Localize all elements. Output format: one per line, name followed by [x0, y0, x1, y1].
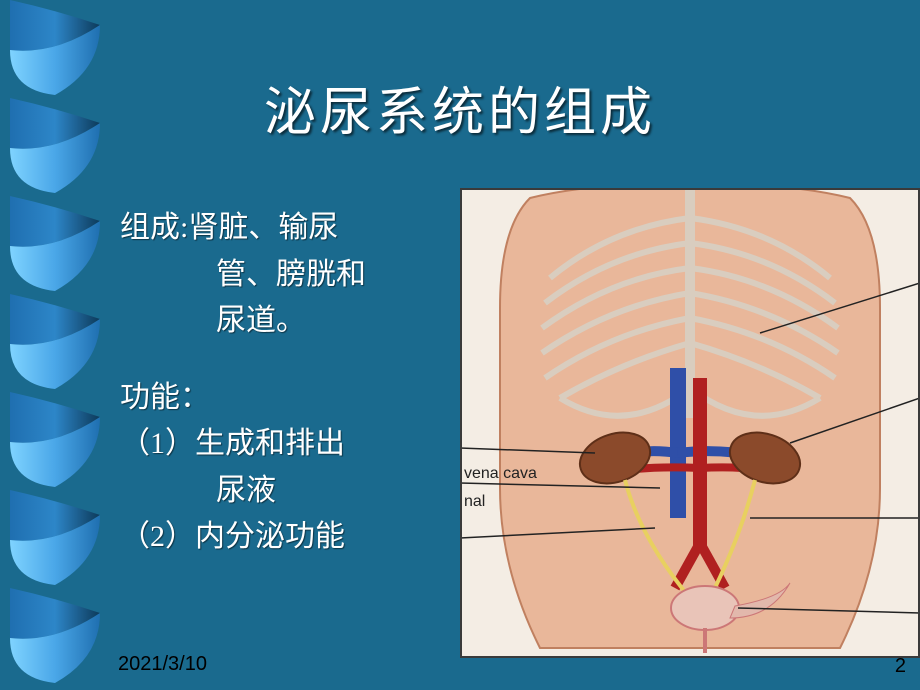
composition-line3: 尿道。 [120, 298, 450, 345]
composition-label: 组成: [120, 211, 188, 244]
composition-line2: 管、膀胱和 [120, 252, 450, 299]
slide-body: 组成:肾脏、输尿 管、膀胱和 尿道。 功能： （1）生成和排出 尿液 （2）内分… [120, 205, 450, 561]
function-item1b: 尿液 [120, 468, 450, 515]
composition-line1: 肾脏、输尿 [188, 211, 338, 244]
function-label: 功能： [120, 375, 450, 422]
slide-title: 泌尿系统的组成 [0, 70, 920, 145]
function-item1a: 生成和排出 [195, 427, 345, 460]
label-nal: nal [464, 493, 485, 510]
function-item2-prefix: （2） [120, 520, 195, 553]
anatomy-diagram: vena cava nal [460, 188, 920, 658]
function-item1-prefix: （1） [120, 427, 195, 460]
function-item2: 内分泌功能 [195, 520, 345, 553]
footer-page-number: 2 [895, 655, 906, 678]
footer-date: 2021/3/10 [118, 653, 207, 676]
label-vena-cava: vena cava [464, 465, 537, 482]
